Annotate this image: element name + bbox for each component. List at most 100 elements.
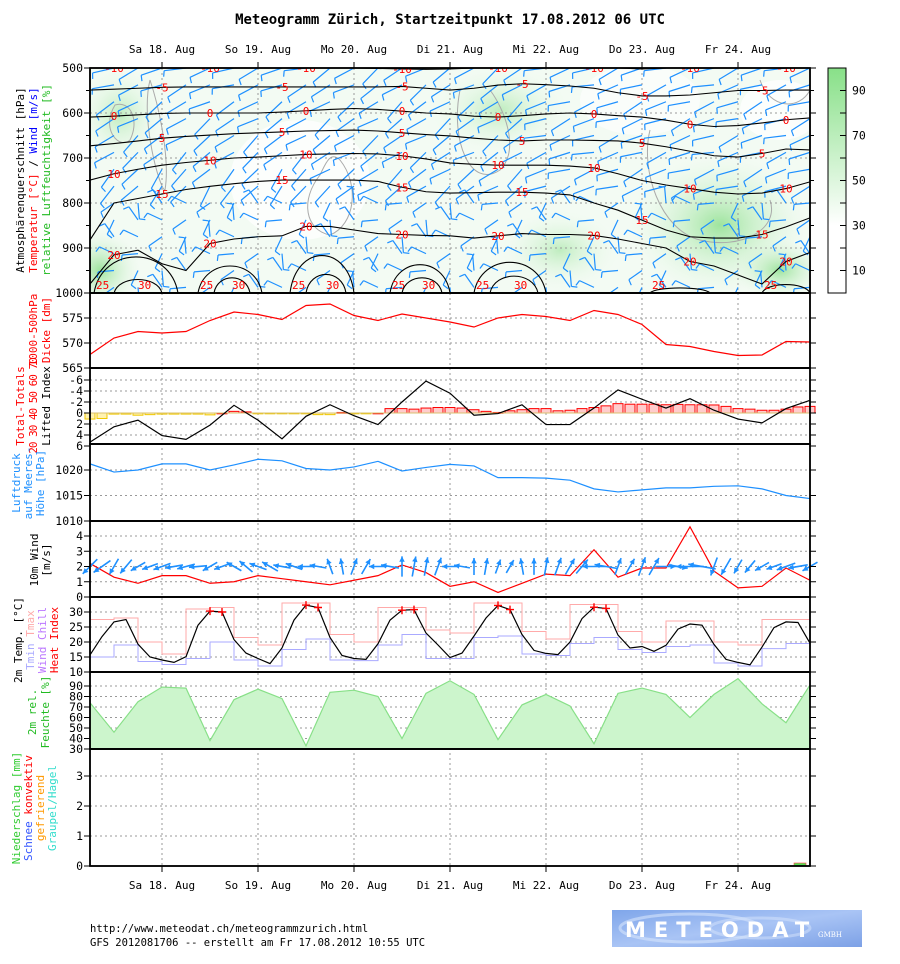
wind10m-tick-label: 0: [76, 590, 83, 604]
total-totals-bar: [661, 405, 671, 413]
isotherm-label: 10: [203, 154, 216, 167]
cross-label-1: Atmosphärenquerschnitt [hPa]: [14, 87, 27, 272]
wind-barb-flag: [73, 167, 76, 172]
isotherm-label: 20: [491, 230, 504, 243]
isotherm-label: 0: [207, 107, 214, 120]
total-totals-bar: [685, 405, 695, 413]
logo-text: METEODAT: [625, 918, 817, 942]
dicke-label-1: 1000-500hPa: [27, 294, 40, 367]
wind-barb-flag: [385, 204, 386, 210]
isotherm-label: 10: [491, 159, 504, 172]
isotherm-label: -10: [392, 63, 412, 76]
pressure-tick-label: 1010: [55, 514, 83, 528]
warm-dome-label: 25: [200, 279, 213, 292]
wind10m-tick-label: 3: [76, 544, 83, 558]
warm-dome-label: 30: [422, 279, 435, 292]
wind-barb-flag: [70, 77, 71, 83]
wind10m-tick-label: 1: [76, 575, 83, 589]
wind-barb-flag: [72, 264, 76, 269]
wind-barb-flag: [227, 203, 233, 204]
wind-barb-flag: [619, 253, 625, 254]
total-totals-bar: [721, 406, 731, 413]
temp2m-tick-label: 20: [69, 635, 83, 649]
cross-label-2: Temperatur [°C] / Wind [m/s]: [27, 87, 40, 272]
isotherm-label: 20: [299, 220, 312, 233]
isotherm-label: -5: [395, 80, 408, 93]
wind-barb-flag: [621, 75, 622, 81]
dicke-tick-label: 575: [62, 311, 83, 325]
wind-barb: [75, 119, 90, 135]
day-label-bottom: Do 23. Aug: [609, 879, 675, 892]
wind-barb-flag: [141, 75, 142, 81]
dicke-tick-label: 570: [62, 336, 83, 350]
wind-barb-flag: [571, 286, 577, 287]
wind-barb-flag: [741, 143, 742, 149]
dicke-label-2: Dicke [dm]: [40, 297, 53, 363]
wind-barb-flag: [451, 303, 457, 304]
isotherm-label: 20: [779, 256, 792, 269]
wind-barb-flag: [577, 221, 578, 227]
wind-barb-flag: [361, 221, 362, 227]
cross_section-tick-label: 600: [62, 106, 83, 120]
temp2m-tick-label: 25: [69, 620, 83, 634]
wind-barb-flag: [403, 253, 409, 254]
temp2m-tick-label: 15: [69, 650, 83, 664]
wind-barb-flag: [763, 219, 769, 220]
wind-barb-flag: [189, 109, 190, 115]
wind-barb: [77, 220, 90, 229]
total-totals-bar: [433, 408, 443, 414]
temp2m-tick-label: 30: [69, 605, 83, 619]
wind-barb: [83, 237, 90, 252]
wind-barb-flag: [75, 134, 78, 139]
total-totals-bar: [613, 404, 623, 413]
total-totals-bar: [97, 413, 107, 419]
wind-label-2: [m/s]: [40, 543, 53, 576]
wind-barb-flag: [793, 289, 794, 295]
pressure-label-3: Höhe [hPa]: [34, 450, 47, 516]
wind-barb-flag: [313, 255, 314, 261]
heat-index-mark: [602, 604, 610, 612]
isotherm-label: 5: [159, 132, 166, 145]
total-totals-bar: [577, 409, 587, 413]
wind-barb-flag: [769, 221, 770, 227]
day-label-bottom: Sa 18. Aug: [129, 879, 195, 892]
warm-dome-label: 25: [476, 279, 489, 292]
wind-arrow-head: [399, 556, 404, 561]
wind-barb-flag: [283, 270, 289, 271]
wind-barb-flag: [547, 303, 553, 304]
wind-barb-flag: [549, 159, 550, 165]
day-label-top: So 19. Aug: [225, 43, 291, 56]
wind-barb-flag: [793, 204, 794, 210]
wind-label: Wind [m/s]: [27, 87, 40, 153]
wind-barb-flag: [385, 289, 386, 295]
wind-barb-flag: [265, 221, 266, 227]
wind-barb-flag: [139, 303, 145, 304]
warm-dome-label: 30: [232, 279, 245, 292]
pressure-tick-label: 1015: [55, 489, 83, 503]
wind-barb-flag: [779, 254, 785, 255]
isotherm-label: -5: [515, 78, 528, 91]
warm-dome-label: 25: [96, 279, 109, 292]
day-label-bottom: Mi 22. Aug: [513, 879, 579, 892]
wind-barb-flag: [669, 159, 670, 165]
wind-barb-flag: [571, 154, 572, 160]
isotherm-label: -5: [635, 90, 648, 103]
isotherm-label: 10: [587, 162, 600, 175]
colorbar-label: 70: [852, 129, 866, 143]
day-label-bottom: Mo 20. Aug: [321, 879, 387, 892]
wind-barb: [74, 136, 90, 151]
wind-barb-flag: [621, 143, 622, 149]
precip-tick-label: 1: [76, 829, 83, 843]
wind-barb-flag: [715, 253, 721, 254]
meteodat-logo[interactable]: METEODAT GMBH: [612, 910, 862, 947]
warm-dome-label: 25: [292, 279, 305, 292]
wind-barb-flag: [179, 237, 185, 238]
source-url[interactable]: http://www.meteodat.ch/meteogrammzurich.…: [90, 923, 368, 935]
day-label-top: Fr 24. Aug: [705, 43, 771, 56]
wind-barb-flag: [227, 302, 232, 306]
wind-barb-flag: [745, 238, 746, 244]
day-label-bottom: So 19. Aug: [225, 879, 291, 892]
isotherm-label: 5: [279, 126, 286, 139]
precip-tick-label: 2: [76, 799, 83, 813]
